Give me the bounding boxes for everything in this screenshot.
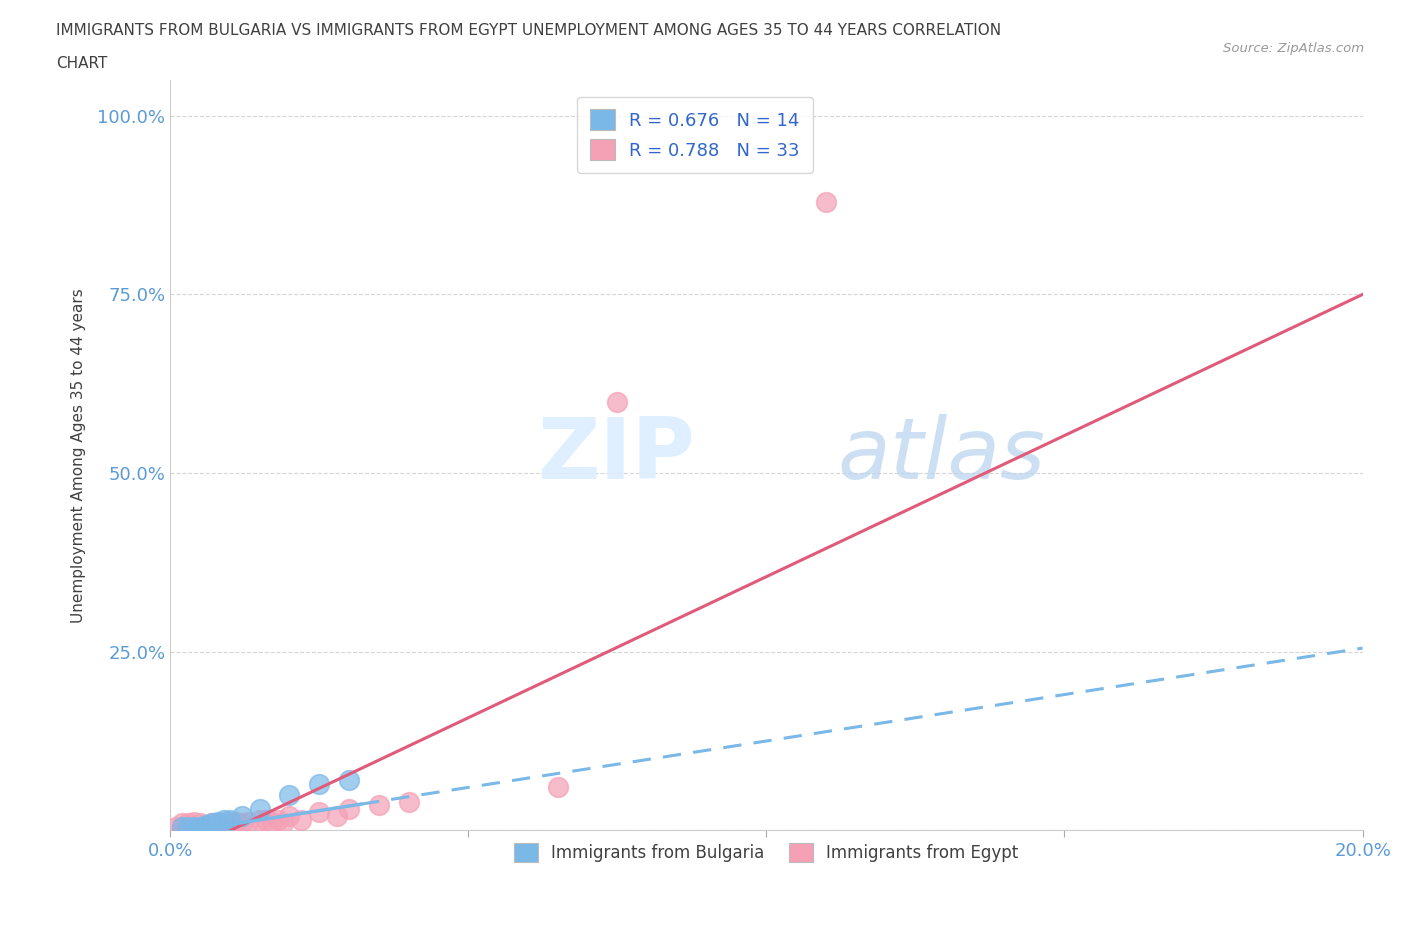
Point (249, 802, 271, 817)
Point (254, 812, 277, 827)
Legend: Immigrants from Bulgaria, Immigrants from Egypt: Immigrants from Bulgaria, Immigrants fro… (506, 835, 1026, 870)
Text: Source: ZipAtlas.com: Source: ZipAtlas.com (1223, 42, 1364, 55)
Point (172, 816, 194, 830)
Point (212, 812, 235, 827)
Point (195, 817, 218, 832)
Point (183, 819, 205, 834)
Point (177, 816, 200, 830)
Point (177, 819, 200, 834)
Point (231, 808, 253, 823)
Text: IMMIGRANTS FROM BULGARIA VS IMMIGRANTS FROM EGYPT UNEMPLOYMENT AMONG AGES 35 TO : IMMIGRANTS FROM BULGARIA VS IMMIGRANTS F… (56, 23, 1001, 38)
Point (165, 819, 187, 834)
Point (218, 812, 240, 827)
Point (212, 817, 235, 832)
Point (398, 794, 420, 809)
Point (207, 815, 229, 830)
Point (260, 815, 283, 830)
Point (231, 816, 253, 830)
Point (337, 773, 360, 788)
Point (278, 787, 301, 802)
Point (201, 816, 224, 830)
Point (606, 394, 628, 409)
Text: atlas: atlas (838, 414, 1046, 497)
Point (290, 812, 312, 827)
Point (278, 808, 301, 823)
Text: ZIP: ZIP (537, 414, 695, 497)
Point (236, 815, 259, 830)
Point (195, 817, 218, 832)
Point (188, 819, 211, 834)
Point (188, 819, 211, 834)
Point (183, 819, 205, 834)
Point (266, 812, 288, 827)
Point (183, 815, 205, 830)
Point (337, 802, 360, 817)
Point (177, 819, 200, 834)
Point (547, 780, 569, 795)
Point (225, 815, 247, 830)
Point (367, 798, 389, 813)
Point (201, 816, 224, 830)
Point (195, 819, 218, 834)
Point (308, 777, 330, 791)
Point (308, 805, 330, 820)
Point (218, 816, 240, 830)
Point (172, 819, 194, 834)
Point (326, 808, 349, 823)
Text: CHART: CHART (56, 56, 108, 71)
Y-axis label: Unemployment Among Ages 35 to 44 years: Unemployment Among Ages 35 to 44 years (72, 287, 86, 622)
Point (273, 816, 295, 830)
Point (814, 194, 837, 209)
Point (188, 816, 211, 830)
Point (249, 812, 271, 827)
Point (172, 819, 194, 834)
Point (207, 816, 229, 830)
